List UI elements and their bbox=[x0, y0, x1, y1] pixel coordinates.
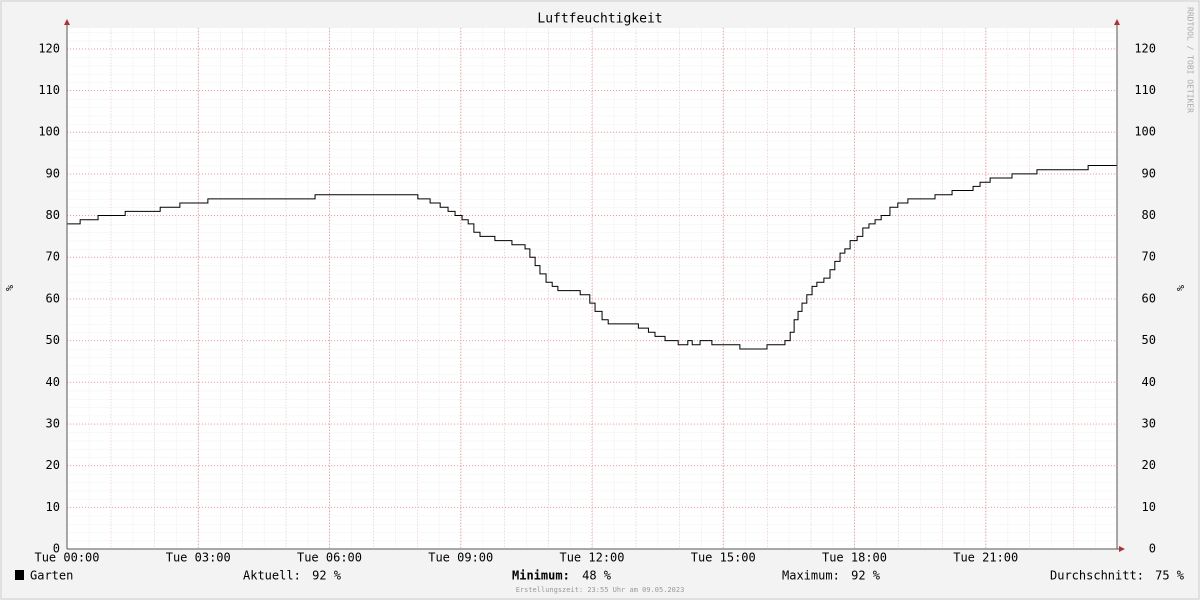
y2-tick-label: 0 bbox=[1149, 542, 1156, 556]
stat-value: 75 % bbox=[1155, 569, 1185, 583]
y2-tick-label: 10 bbox=[1142, 500, 1156, 514]
stat-value: 92 % bbox=[851, 569, 881, 583]
hour-grid bbox=[67, 28, 1117, 549]
y2-tick-label: 20 bbox=[1142, 458, 1156, 472]
chart-title: Luftfeuchtigkeit bbox=[537, 12, 662, 27]
y2-tick-label: 30 bbox=[1142, 416, 1156, 430]
stat-value: 92 % bbox=[312, 569, 342, 583]
stat-name: Maximum: bbox=[782, 569, 840, 583]
arrow bbox=[1119, 546, 1125, 552]
y2-tick-label: 110 bbox=[1134, 83, 1156, 97]
y-tick-label: 20 bbox=[46, 458, 60, 472]
y2-axis-label: % bbox=[1174, 285, 1185, 291]
side-note: RRDTOOL / TOBI OETIKER bbox=[1186, 7, 1195, 113]
x-tick-label: Tue 09:00 bbox=[428, 551, 493, 565]
y2-tick-label: 70 bbox=[1142, 250, 1156, 264]
x-tick-label: Tue 03:00 bbox=[166, 551, 231, 565]
series bbox=[67, 165, 1117, 350]
y2-tick-label: 50 bbox=[1142, 333, 1156, 347]
y-tick-label: 110 bbox=[38, 83, 60, 97]
y-tick-label: 50 bbox=[46, 333, 60, 347]
y2-tick-label: 120 bbox=[1134, 41, 1156, 55]
x-tick-label: Tue 06:00 bbox=[297, 551, 362, 565]
y-tick-label: 60 bbox=[46, 291, 60, 305]
series-line bbox=[67, 165, 1117, 350]
y-tick-label: 0 bbox=[53, 542, 60, 556]
y-tick-label: 120 bbox=[38, 41, 60, 55]
y-tick-label: 10 bbox=[46, 500, 60, 514]
arrow bbox=[64, 19, 70, 25]
y2-tick-label: 80 bbox=[1142, 208, 1156, 222]
y-tick-label: 30 bbox=[46, 416, 60, 430]
stat-name: Minimum: bbox=[512, 569, 570, 583]
stat-name: Durchschnitt: bbox=[1050, 569, 1144, 583]
y-axis-label: % bbox=[5, 285, 16, 291]
y2-tick-label: 90 bbox=[1142, 166, 1156, 180]
y-tick-label: 80 bbox=[46, 208, 60, 222]
legend-swatch bbox=[15, 570, 24, 580]
stat-value: 48 % bbox=[582, 569, 612, 583]
y-tick-label: 100 bbox=[38, 125, 60, 139]
y-tick-label: 40 bbox=[46, 375, 60, 389]
y2-tick-label: 40 bbox=[1142, 375, 1156, 389]
x-tick-label: Tue 12:00 bbox=[559, 551, 624, 565]
x-tick-label: Tue 18:00 bbox=[822, 551, 887, 565]
y2-tick-label: 100 bbox=[1134, 125, 1156, 139]
y-tick-label: 90 bbox=[46, 166, 60, 180]
arrow bbox=[1114, 19, 1120, 25]
x-tick-label: Tue 15:00 bbox=[691, 551, 756, 565]
footer: Erstellungszeit: 23:55 Uhr am 09.05.2023 bbox=[516, 586, 685, 594]
x-tick-label: Tue 00:00 bbox=[34, 551, 99, 565]
stat-name: Aktuell: bbox=[243, 569, 301, 583]
y2-tick-label: 60 bbox=[1142, 291, 1156, 305]
legend-label: Garten bbox=[30, 569, 73, 583]
y-tick-label: 70 bbox=[46, 250, 60, 264]
x-tick-label: Tue 21:00 bbox=[953, 551, 1018, 565]
